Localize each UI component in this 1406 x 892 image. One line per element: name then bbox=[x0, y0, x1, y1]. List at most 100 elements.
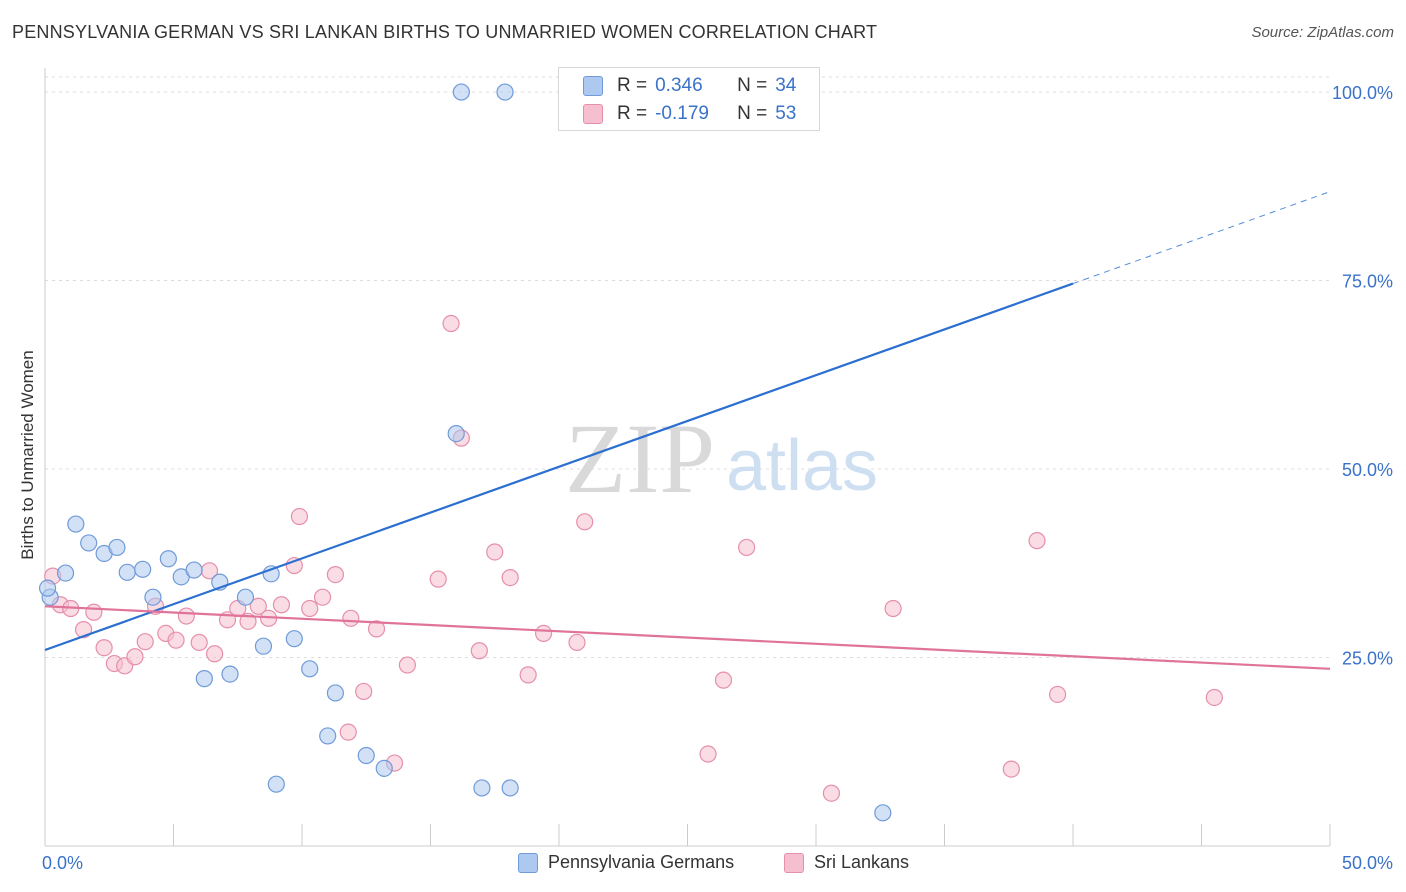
data-point bbox=[884, 599, 902, 618]
data-point bbox=[144, 588, 162, 606]
data-point bbox=[699, 745, 717, 763]
data-point bbox=[738, 538, 756, 557]
data-point bbox=[236, 588, 255, 606]
data-point bbox=[301, 599, 319, 618]
legend-swatch-pink bbox=[583, 104, 603, 124]
data-point bbox=[313, 588, 332, 606]
data-point bbox=[339, 723, 357, 741]
data-point bbox=[442, 314, 460, 333]
data-point bbox=[714, 671, 733, 689]
data-point bbox=[56, 564, 75, 582]
x-tick-label: 50.0% bbox=[1342, 853, 1393, 873]
data-point bbox=[496, 83, 514, 101]
data-point bbox=[272, 596, 291, 614]
data-point bbox=[473, 779, 491, 797]
bottom-legend-label: Pennsylvania Germans bbox=[548, 852, 735, 872]
data-point bbox=[254, 637, 273, 655]
bottom-legend-swatch-pink bbox=[784, 852, 804, 873]
data-point bbox=[95, 639, 113, 657]
data-point bbox=[85, 603, 103, 621]
sri-lankans-points bbox=[44, 314, 1223, 802]
data-point bbox=[470, 642, 488, 660]
data-point bbox=[326, 684, 345, 702]
data-point bbox=[190, 633, 208, 652]
data-point bbox=[822, 784, 841, 802]
data-point bbox=[249, 597, 267, 615]
legend-n-label: N = bbox=[737, 75, 768, 96]
y-tick-label: 25.0% bbox=[1342, 649, 1393, 669]
data-point bbox=[221, 665, 239, 683]
data-point bbox=[576, 513, 594, 531]
axes bbox=[44, 68, 1331, 847]
data-point bbox=[108, 538, 126, 557]
data-point bbox=[357, 746, 375, 765]
data-point bbox=[519, 666, 537, 684]
legend-n-value: 53 bbox=[775, 103, 797, 124]
data-point bbox=[80, 534, 98, 552]
bottom-legend-label: Sri Lankans bbox=[814, 852, 910, 872]
data-point bbox=[452, 83, 470, 101]
legend-n-value: 34 bbox=[775, 75, 797, 96]
data-point bbox=[367, 620, 386, 638]
data-point bbox=[1205, 688, 1223, 707]
source-label: Source: ZipAtlas.com bbox=[1251, 24, 1394, 41]
data-point bbox=[1048, 685, 1067, 704]
data-point bbox=[177, 607, 195, 625]
watermark-atlas: atlas bbox=[726, 426, 878, 506]
legend-r-value: -0.179 bbox=[655, 103, 709, 124]
data-point bbox=[342, 609, 360, 627]
legend-swatch-blue bbox=[583, 76, 603, 96]
legend-row-pennsylvania-germans: R = 0.346 N = 34 bbox=[583, 74, 796, 98]
data-point bbox=[290, 507, 309, 526]
x-tick-label: 0.0% bbox=[42, 853, 83, 873]
data-point bbox=[285, 630, 303, 648]
data-point bbox=[568, 633, 586, 652]
data-point bbox=[447, 425, 465, 443]
data-point bbox=[118, 563, 136, 581]
correlation-legend: R = 0.346 N = 34 R = -0.179 N = 53 bbox=[558, 67, 820, 131]
watermark: ZIP atlas bbox=[565, 403, 878, 514]
legend-r-label: R = bbox=[617, 103, 648, 124]
bottom-legend-pennsylvania-germans: Pennsylvania Germans bbox=[518, 852, 734, 873]
data-point bbox=[534, 624, 553, 642]
data-point bbox=[136, 633, 154, 651]
data-point bbox=[206, 645, 224, 663]
chart-title: PENNSYLVANIA GERMAN VS SRI LANKAN BIRTHS… bbox=[12, 22, 878, 42]
bottom-legend-swatch-blue bbox=[518, 852, 538, 873]
legend-r-value: 0.346 bbox=[655, 75, 703, 96]
data-point bbox=[486, 543, 504, 561]
data-point bbox=[501, 569, 519, 587]
trend-line-pennsylvania-germans bbox=[44, 282, 1074, 652]
bottom-legend-sri-lankans: Sri Lankans bbox=[784, 852, 909, 873]
y-tick-label: 75.0% bbox=[1342, 272, 1393, 292]
data-point bbox=[74, 621, 93, 639]
data-point bbox=[195, 670, 213, 688]
pennsylvania-germans-points bbox=[38, 83, 892, 822]
legend-n-label: N = bbox=[737, 103, 768, 124]
data-point bbox=[1028, 532, 1046, 550]
legend-r-label: R = bbox=[617, 75, 648, 96]
data-point bbox=[429, 570, 447, 588]
data-point bbox=[375, 759, 393, 777]
data-point bbox=[501, 779, 519, 797]
data-point bbox=[126, 648, 144, 666]
data-point bbox=[1002, 760, 1020, 778]
legend-row-sri-lankans: R = -0.179 N = 53 bbox=[583, 102, 796, 126]
y-axis-label: Births to Unmarried Women bbox=[18, 350, 37, 559]
data-point bbox=[319, 727, 337, 745]
data-point bbox=[185, 561, 203, 579]
data-point bbox=[398, 656, 416, 674]
data-point bbox=[874, 804, 892, 822]
data-point bbox=[167, 631, 185, 649]
data-point bbox=[301, 660, 319, 678]
y-tick-label: 100.0% bbox=[1332, 83, 1393, 103]
data-point bbox=[267, 775, 285, 793]
tick-labels: 25.0% 50.0% 75.0% 100.0% 0.0% 50.0% bbox=[42, 83, 1393, 873]
data-point bbox=[355, 682, 373, 701]
watermark-zip: ZIP bbox=[565, 403, 715, 514]
data-point bbox=[67, 515, 85, 533]
trend-line-sri-lankans bbox=[44, 605, 1331, 670]
trend-line-pennsylvania-germans-extrapolated bbox=[1072, 191, 1331, 285]
y-tick-label: 50.0% bbox=[1342, 460, 1393, 480]
